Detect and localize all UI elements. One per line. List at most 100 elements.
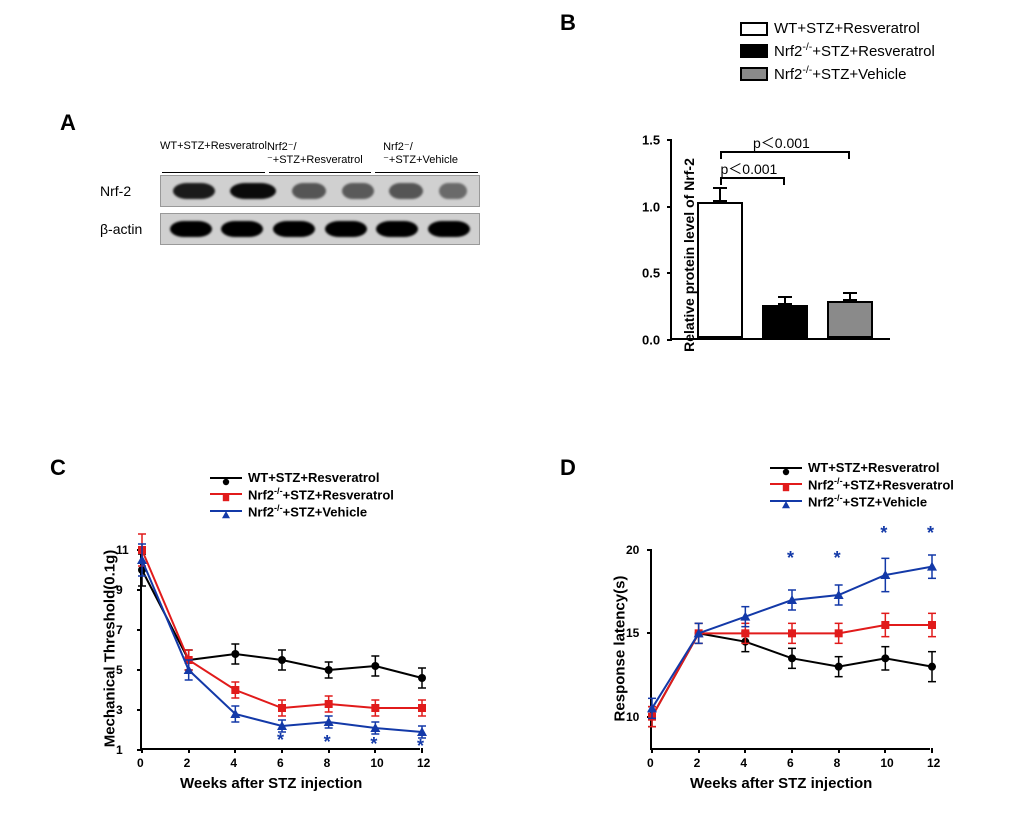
plot-svg <box>652 550 932 750</box>
x-tick-label: 10 <box>370 756 383 770</box>
legend-line-swatch <box>210 477 242 479</box>
response-latency-chart: WT+STZ+ResveratrolNrf2-/-+STZ+Resveratro… <box>580 460 970 790</box>
blot-strip <box>160 213 480 245</box>
legend-swatch <box>740 44 768 58</box>
legend-label: Nrf2-/-+STZ+Vehicle <box>774 64 906 83</box>
blot-strip <box>160 175 480 207</box>
plot-area: 101520024681012**** <box>650 550 930 750</box>
legend-label: WT+STZ+Resveratrol <box>774 20 920 37</box>
legend-line-swatch <box>770 500 802 502</box>
bar-chart-panel: WT+STZ+Resveratrol Nrf2-/-+STZ+Resveratro… <box>570 20 1000 390</box>
legend-line-swatch <box>210 510 242 512</box>
blot-band <box>428 221 470 237</box>
error-bar <box>784 296 786 305</box>
x-tick-label: 0 <box>647 756 654 770</box>
mechanical-threshold-chart: WT+STZ+ResveratrolNrf2-/-+STZ+Resveratro… <box>70 460 460 790</box>
blot-band <box>342 183 374 199</box>
bar-chart: Relative protein level of Nrf-2 0.00.51.… <box>630 140 910 370</box>
bar-chart-legend: WT+STZ+Resveratrol Nrf2-/-+STZ+Resveratro… <box>740 20 935 87</box>
blot-band <box>221 221 263 237</box>
legend-line-swatch <box>770 467 802 469</box>
legend-label: Nrf2-/-+STZ+Resveratrol <box>248 486 394 502</box>
panel-label-a: A <box>60 110 76 136</box>
legend-item: Nrf2-/-+STZ+Vehicle <box>210 503 394 519</box>
p-value-label: p＜0.001 <box>721 159 778 179</box>
legend-marker-icon <box>222 507 230 515</box>
y-tick-label: 0.5 <box>642 266 660 281</box>
y-axis-label: Response latency(s) <box>612 549 629 749</box>
bar <box>762 305 808 338</box>
blot-band <box>173 183 215 199</box>
blot-band <box>292 183 326 199</box>
legend-label: Nrf2-/-+STZ+Resveratrol <box>774 41 935 60</box>
y-tick-label: 1.0 <box>642 199 660 214</box>
legend-marker-icon <box>782 497 790 505</box>
blot-header: WT+STZ+Resveratrol Nrf2⁻/⁻+STZ+Resveratr… <box>100 140 480 166</box>
legend-marker-icon <box>782 480 790 488</box>
y-tick-label: 0.0 <box>642 333 660 348</box>
plot-area: 1357911024681012**** <box>140 550 420 750</box>
x-tick-label: 12 <box>417 756 430 770</box>
x-tick-label: 2 <box>184 756 191 770</box>
legend-swatch <box>740 22 768 36</box>
x-tick-label: 6 <box>277 756 284 770</box>
blot-header-1: WT+STZ+Resveratrol <box>160 140 267 166</box>
blot-band <box>376 221 418 237</box>
legend-marker-icon <box>222 490 230 498</box>
x-tick-label: 2 <box>694 756 701 770</box>
plot-svg <box>142 550 422 750</box>
legend-label: WT+STZ+Resveratrol <box>808 460 940 475</box>
legend-swatch <box>740 67 768 81</box>
legend-item: Nrf2-/-+STZ+Vehicle <box>770 493 954 509</box>
blot-header-2: Nrf2⁻/⁻+STZ+Resveratrol <box>267 140 383 166</box>
x-tick-label: 4 <box>230 756 237 770</box>
legend-line-swatch <box>770 483 802 485</box>
legend-item: Nrf2-/-+STZ+Resveratrol <box>770 476 954 492</box>
legend-marker-icon <box>782 464 790 472</box>
legend-marker-icon <box>222 474 230 482</box>
legend-item: Nrf2-/-+STZ+Resveratrol <box>210 486 394 502</box>
blot-row-label: Nrf-2 <box>100 183 160 199</box>
x-tick-label: 4 <box>740 756 747 770</box>
blot-band <box>325 221 367 237</box>
y-axis-label: Mechanical Threshold(0.1g) <box>102 549 119 749</box>
significance-star: * <box>277 730 284 751</box>
legend-item: WT+STZ+Resveratrol <box>770 460 954 475</box>
error-bar <box>719 187 721 202</box>
p-value-label: p＜0.001 <box>753 133 810 153</box>
legend-item: Nrf2-/-+STZ+Vehicle <box>740 64 935 83</box>
significance-star: * <box>834 548 841 569</box>
significance-star: * <box>880 523 887 544</box>
legend-item: WT+STZ+Resveratrol <box>210 470 394 485</box>
chart-legend: WT+STZ+ResveratrolNrf2-/-+STZ+Resveratro… <box>210 470 394 521</box>
blot-band <box>230 183 276 199</box>
panel-label-c: C <box>50 455 66 481</box>
blot-band <box>273 221 315 237</box>
blot-header-3: Nrf2⁻/⁻+STZ+Vehicle <box>383 140 480 166</box>
legend-label: Nrf2-/-+STZ+Vehicle <box>808 493 927 509</box>
x-tick-label: 12 <box>927 756 940 770</box>
blot-band <box>439 183 467 199</box>
legend-label: WT+STZ+Resveratrol <box>248 470 380 485</box>
panel-label-d: D <box>560 455 576 481</box>
legend-line-swatch <box>210 493 242 495</box>
bar <box>697 202 743 338</box>
legend-item: WT+STZ+Resveratrol <box>740 20 935 37</box>
blot-band <box>170 221 212 237</box>
legend-label: Nrf2-/-+STZ+Resveratrol <box>808 476 954 492</box>
significance-star: * <box>324 732 331 753</box>
error-bar <box>849 292 851 301</box>
significance-star: * <box>417 736 424 757</box>
bar-plot-area: 0.00.51.01.5p＜0.001p＜0.001 <box>670 140 890 340</box>
legend-item: Nrf2-/-+STZ+Resveratrol <box>740 41 935 60</box>
x-tick-label: 10 <box>880 756 893 770</box>
legend-label: Nrf2-/-+STZ+Vehicle <box>248 503 367 519</box>
x-tick-label: 8 <box>324 756 331 770</box>
x-tick-label: 8 <box>834 756 841 770</box>
y-tick-label: 1.5 <box>642 133 660 148</box>
western-blot-panel: WT+STZ+Resveratrol Nrf2⁻/⁻+STZ+Resveratr… <box>100 140 480 251</box>
blot-row-label: β-actin <box>100 221 160 237</box>
significance-star: * <box>927 523 934 544</box>
blot-band <box>389 183 423 199</box>
x-axis-label: Weeks after STZ injection <box>180 775 362 792</box>
